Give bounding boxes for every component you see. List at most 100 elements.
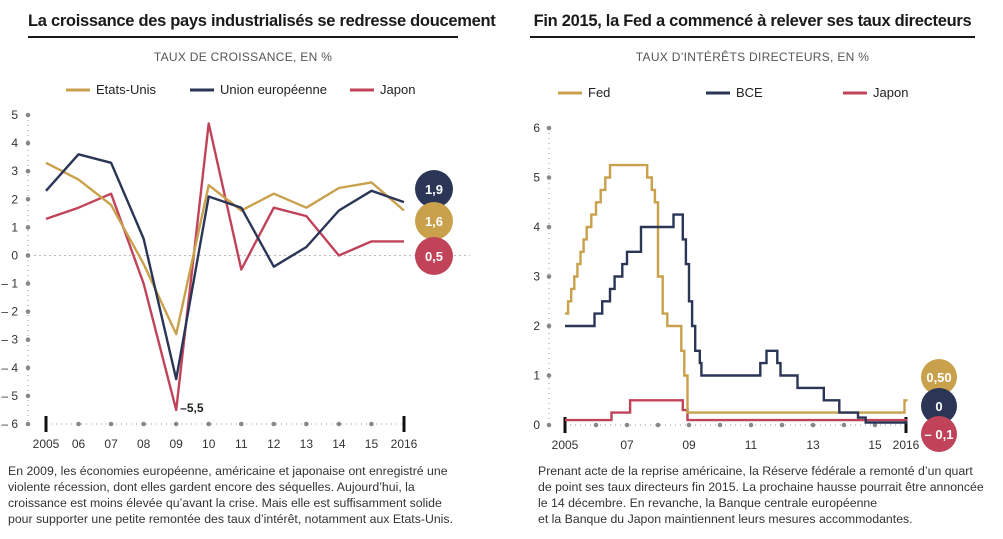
y-tick-dot xyxy=(25,281,31,286)
x-tick-dot xyxy=(686,422,692,428)
end-value-badge xyxy=(415,170,453,208)
x-tick-dot xyxy=(238,421,244,427)
x-tick-label: 13 xyxy=(806,438,820,452)
y-tick-label: 4 xyxy=(11,136,18,150)
rates-chart-panel: Fin 2015, la Fed a commencé à relever se… xyxy=(530,0,1003,539)
x-tick-dot xyxy=(717,422,723,428)
y-tick-label: 2 xyxy=(11,192,18,206)
x-tick-dot xyxy=(748,422,754,428)
x-tick-label: 09 xyxy=(170,437,184,451)
series-line-union-europeenne xyxy=(45,153,405,381)
y-tick-label: 1 xyxy=(533,369,540,383)
end-value-label: 0,5 xyxy=(425,249,443,264)
x-tick-label: 06 xyxy=(72,437,86,451)
x-tick-dot xyxy=(872,422,878,428)
annotation-label: –5,5 xyxy=(180,401,204,415)
x-tick-dot xyxy=(173,421,179,427)
end-value-badge xyxy=(415,237,453,275)
x-tick-label: 07 xyxy=(620,438,634,452)
y-tick-label: 3 xyxy=(533,270,540,284)
y-tick-label: – 3 xyxy=(1,333,18,347)
legend-label-bce: BCE xyxy=(736,85,763,100)
rates-chart-plot: 0 1 2 3 4 5 6 2005 07 09 11 13 15 2016 Fed BCE Japon 0,50… xyxy=(533,85,957,452)
y-tick-label: 4 xyxy=(533,220,540,234)
x-tick-label: 14 xyxy=(332,437,346,451)
x-tick-dot xyxy=(655,422,661,428)
x-tick-label: 2005 xyxy=(33,437,60,451)
x-tick-dot xyxy=(206,421,212,427)
y-tick-label: 6 xyxy=(533,121,540,135)
series-line-fed xyxy=(565,163,908,414)
y-tick-dot xyxy=(25,365,31,371)
rates-chart-title: Fin 2015, la Fed a commencé à relever se… xyxy=(530,10,975,38)
x-tick-dot xyxy=(304,421,309,427)
end-value-label: 1,9 xyxy=(425,182,443,197)
x-tick-bar xyxy=(904,417,908,433)
y-tick-label: 0 xyxy=(533,418,540,432)
y-tick-label: 5 xyxy=(11,108,18,122)
y-tick-dot xyxy=(546,422,552,428)
x-tick-label: 10 xyxy=(202,437,216,451)
x-tick-label: 12 xyxy=(267,437,281,451)
legend-label-japon: Japon xyxy=(873,85,908,100)
y-tick-dot xyxy=(25,253,31,258)
y-tick-label: – 4 xyxy=(1,361,18,375)
y-tick-label: – 1 xyxy=(1,277,18,291)
end-value-badge xyxy=(921,359,957,395)
x-tick-dot xyxy=(810,422,816,428)
end-value-label: – 0,1 xyxy=(925,427,954,442)
x-tick-dot xyxy=(336,421,342,427)
x-tick-dot xyxy=(624,422,630,428)
x-tick-label: 11 xyxy=(745,438,758,452)
x-tick-dot xyxy=(271,421,277,427)
x-tick-bar xyxy=(402,416,406,432)
end-value-label: 1,6 xyxy=(425,214,443,229)
legend-label-japon: Japon xyxy=(380,82,415,97)
x-tick-label: 15 xyxy=(868,438,882,452)
x-tick-dot xyxy=(779,422,785,428)
x-tick-dot xyxy=(593,422,599,428)
x-tick-bar xyxy=(44,416,48,432)
legend-label-union-europeenne: Union européenne xyxy=(220,82,327,97)
y-tick-label: – 6 xyxy=(1,417,18,431)
y-tick-dot xyxy=(25,393,31,399)
y-tick-dot xyxy=(546,224,552,230)
x-tick-dot xyxy=(76,421,81,427)
x-tick-label: 2016 xyxy=(391,437,418,451)
y-tick-label: 1 xyxy=(11,220,18,234)
x-tick-label: 2016 xyxy=(893,438,920,452)
x-tick-label: 07 xyxy=(104,437,118,451)
y-tick-label: 0 xyxy=(11,248,18,262)
end-value-label: 0,50 xyxy=(926,370,951,385)
series-line-bce xyxy=(565,213,908,424)
y-tick-dot xyxy=(25,337,31,343)
y-tick-dot xyxy=(546,323,552,329)
y-tick-dot xyxy=(546,175,552,180)
y-tick-dot xyxy=(546,373,552,378)
legend-label-fed: Fed xyxy=(588,85,610,100)
series-line-japon xyxy=(45,122,404,412)
y-tick-label: 5 xyxy=(533,171,540,185)
end-value-badge xyxy=(921,388,957,424)
y-tick-dot xyxy=(25,168,31,174)
x-tick-label: 13 xyxy=(300,437,314,451)
y-tick-dot xyxy=(546,274,552,279)
series-line-etats-unis xyxy=(45,161,405,336)
x-tick-label: 08 xyxy=(137,437,151,451)
x-tick-label: 2005 xyxy=(552,438,579,452)
y-tick-label: 3 xyxy=(11,164,18,178)
x-tick-dot xyxy=(841,422,847,428)
x-tick-dot xyxy=(108,421,114,427)
x-tick-bar xyxy=(563,417,567,433)
y-tick-dot xyxy=(546,125,552,131)
y-tick-dot xyxy=(25,140,31,146)
legend-label-etats-unis: Etats-Unis xyxy=(96,82,156,97)
x-tick-label: 15 xyxy=(365,437,379,451)
growth-chart-panel: La croissance des pays industrialisés se… xyxy=(0,0,495,539)
y-tick-dot xyxy=(25,112,31,118)
end-value-badge xyxy=(921,416,957,452)
rates-chart-caption: Prenant acte de la reprise américaine, l… xyxy=(538,464,984,526)
series-line-japon xyxy=(565,399,908,422)
rates-chart-subtitle: TAUX D’INTÉRÊTS DIRECTEURS, EN % xyxy=(635,50,870,64)
